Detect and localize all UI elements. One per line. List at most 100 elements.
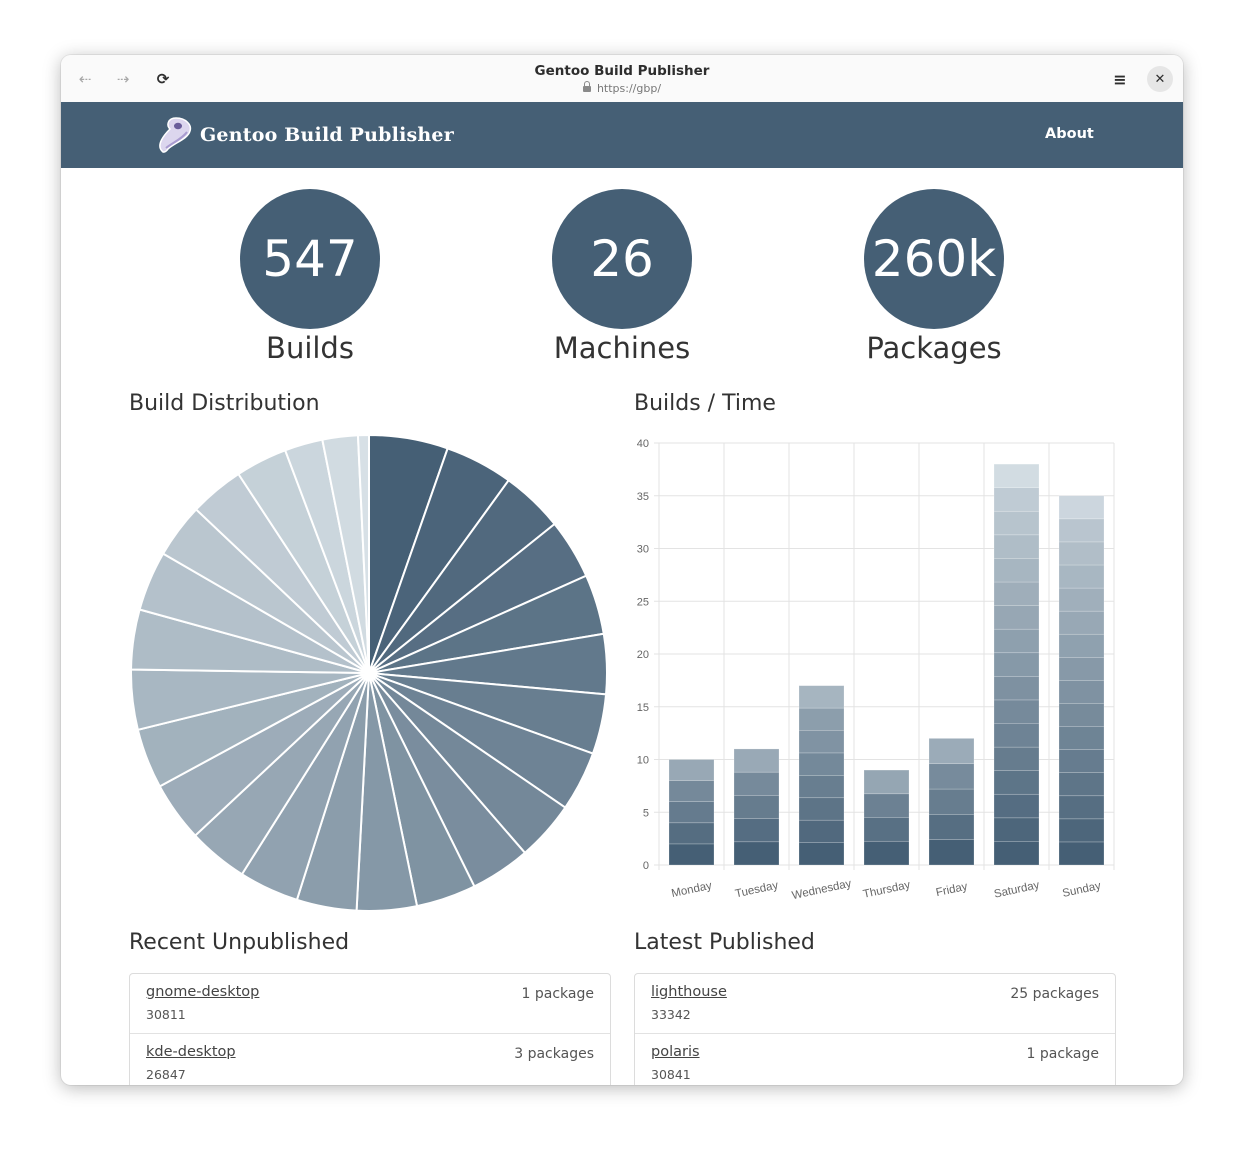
menu-button[interactable]: ≡ (1107, 66, 1133, 92)
bar-segment[interactable] (1058, 610, 1105, 635)
bar-segment[interactable] (993, 841, 1040, 866)
bar-segment[interactable] (928, 814, 975, 840)
bar-segment[interactable] (733, 841, 780, 866)
bar-segment[interactable] (1058, 495, 1105, 520)
bar-segment[interactable] (928, 788, 975, 815)
bar-segment[interactable] (798, 730, 845, 754)
bar-segment[interactable] (798, 819, 845, 843)
about-link[interactable]: About (1045, 126, 1094, 142)
bar-segment[interactable] (863, 793, 910, 818)
url-display[interactable]: https://gbp/ (61, 81, 1183, 95)
bar-segment[interactable] (1058, 703, 1105, 727)
bar-segment[interactable] (668, 780, 715, 803)
bar-segment[interactable] (1058, 680, 1105, 704)
bar-segment[interactable] (1058, 726, 1105, 750)
recent-unpublished-list: gnome-desktop 30811 1 package kde-deskto… (129, 973, 611, 1085)
list-item: gnome-desktop 30811 1 package (130, 974, 610, 1034)
reload-button[interactable]: ⟳ (150, 66, 176, 92)
close-icon: ✕ (1154, 71, 1166, 87)
stat-circle: 547 (240, 189, 380, 329)
machine-link[interactable]: kde-desktop (146, 1044, 236, 1060)
bar-segment[interactable] (993, 699, 1040, 724)
y-tick-label: 35 (637, 491, 649, 503)
x-tick-label: Friday (935, 881, 969, 899)
bar-segment[interactable] (928, 763, 975, 790)
machine-link[interactable]: lighthouse (651, 984, 727, 1000)
bar-segment[interactable] (993, 581, 1040, 606)
bar-segment[interactable] (1058, 518, 1105, 543)
bar-segment[interactable] (1058, 818, 1105, 843)
lock-icon (582, 81, 591, 92)
package-count: 3 packages (514, 1046, 594, 1062)
bar-segment[interactable] (928, 738, 975, 765)
bar-segment[interactable] (668, 822, 715, 845)
x-tick-label: Tuesday (734, 880, 779, 901)
stat-label: Machines (553, 331, 691, 365)
bar-segment[interactable] (798, 842, 845, 866)
bar-segment[interactable] (733, 818, 780, 843)
bar-segment[interactable] (993, 676, 1040, 701)
bar-segment[interactable] (733, 795, 780, 819)
back-arrow-icon: ⇠ (78, 70, 92, 88)
bar-segment[interactable] (668, 843, 715, 866)
bar-segment[interactable] (993, 817, 1040, 842)
bar-segment[interactable] (1058, 795, 1105, 820)
bar-segment[interactable] (733, 748, 780, 773)
bar-segment[interactable] (993, 534, 1040, 559)
bar-segment[interactable] (863, 817, 910, 842)
bar-segment[interactable] (798, 685, 845, 709)
bar-segment[interactable] (993, 628, 1040, 654)
machine-link[interactable]: polaris (651, 1044, 700, 1060)
machine-link[interactable]: gnome-desktop (146, 984, 260, 1000)
window-title: Gentoo Build Publisher (534, 63, 710, 79)
bar-segment[interactable] (798, 775, 845, 799)
bar-segment[interactable] (668, 801, 715, 824)
bar-segment[interactable] (733, 771, 780, 796)
bar-segment[interactable] (798, 797, 845, 821)
bar-segment[interactable] (993, 487, 1040, 512)
bar-segment[interactable] (1058, 749, 1105, 773)
bar-segment[interactable] (863, 840, 910, 866)
x-tick-label: Saturday (993, 879, 1041, 900)
site-navbar: Gentoo Build Publisher About (61, 102, 1183, 168)
bar-segment[interactable] (1058, 841, 1105, 866)
bar-segment[interactable] (668, 759, 715, 781)
x-tick-label: Monday (670, 880, 713, 900)
bar-segment[interactable] (1058, 772, 1105, 797)
bar-segment[interactable] (993, 723, 1040, 748)
bar-segment[interactable] (993, 746, 1040, 771)
stat-packages: 260k Packages (804, 189, 1064, 365)
bar-segment[interactable] (993, 605, 1040, 630)
y-tick-label: 20 (637, 649, 649, 661)
bar-segment[interactable] (863, 769, 910, 795)
bar-segment[interactable] (1058, 564, 1105, 589)
package-count: 25 packages (1010, 986, 1099, 1002)
bar-segment[interactable] (798, 752, 845, 776)
bar-segment[interactable] (1058, 541, 1105, 566)
pie-slice[interactable] (356, 433, 370, 674)
list-item: kde-desktop 26847 3 packages (130, 1034, 610, 1085)
reload-icon: ⟳ (156, 70, 170, 88)
bar-segment[interactable] (993, 793, 1040, 819)
forward-button[interactable]: ⇢ (110, 66, 136, 92)
bar-segment[interactable] (1058, 587, 1105, 612)
browser-window: ⇠ ⇢ ⟳ Gentoo Build Publisher https://gbp… (61, 55, 1183, 1085)
bar-segment[interactable] (993, 463, 1040, 488)
url-text: https://gbp/ (596, 82, 662, 95)
bar-segment[interactable] (798, 707, 845, 731)
bar-segment[interactable] (1058, 633, 1105, 658)
bar-segment[interactable] (993, 770, 1040, 795)
gentoo-logo-icon (159, 117, 192, 153)
brand-link[interactable]: Gentoo Build Publisher (154, 114, 454, 156)
x-tick-label: Thursday (862, 879, 912, 901)
latest-published-title: Latest Published (634, 930, 815, 955)
bar-segment[interactable] (993, 510, 1040, 536)
close-button[interactable]: ✕ (1147, 66, 1173, 92)
bar-segment[interactable] (993, 558, 1040, 583)
build-distribution-pie-chart (130, 433, 608, 912)
bar-segment[interactable] (1058, 656, 1105, 681)
bar-segment[interactable] (993, 652, 1040, 677)
y-tick-label: 25 (637, 596, 649, 608)
bar-segment[interactable] (928, 839, 975, 866)
back-button[interactable]: ⇠ (72, 66, 98, 92)
